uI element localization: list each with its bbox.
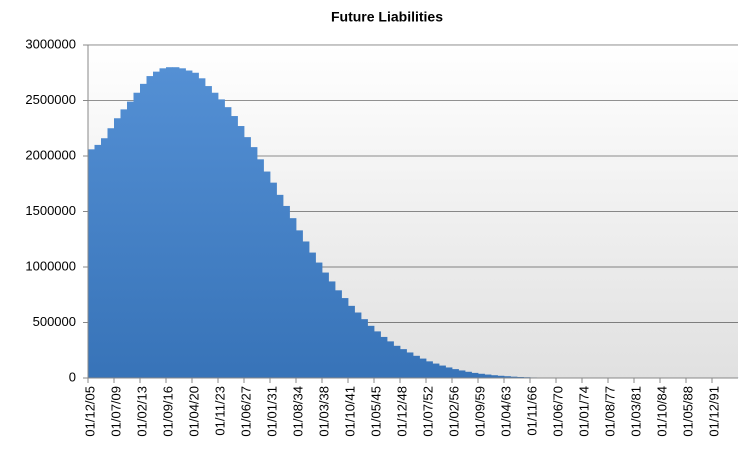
bar: [354, 312, 362, 378]
bar: [172, 67, 180, 378]
x-tick-label: 01/12/91: [707, 386, 722, 437]
bar: [400, 349, 407, 378]
bar: [179, 68, 186, 378]
bar: [146, 76, 154, 378]
bar: [426, 361, 433, 378]
x-tick-label: 01/03/38: [317, 386, 332, 437]
bar: [244, 137, 251, 378]
bar: [107, 128, 115, 378]
bar: [361, 319, 368, 378]
x-tick-label: 01/11/23: [213, 386, 228, 436]
x-tick-label: 01/06/70: [551, 386, 566, 437]
bar: [276, 194, 284, 378]
bar: [302, 241, 310, 378]
y-tick-label: 1000000: [25, 258, 76, 273]
x-tick-label: 01/03/81: [629, 386, 644, 437]
y-tick-label: 2500000: [25, 92, 76, 107]
bar: [478, 373, 485, 378]
bar: [211, 92, 219, 378]
y-tick-label: 0: [69, 369, 76, 384]
x-tick-label: 01/07/52: [421, 386, 436, 437]
bar: [153, 71, 160, 378]
bar: [471, 372, 479, 378]
x-tick-label: 01/02/13: [135, 386, 150, 437]
bar: [341, 298, 349, 378]
bar: [452, 369, 459, 378]
x-tick-label: 01/10/84: [655, 386, 670, 437]
bar: [465, 371, 472, 378]
bar: [322, 272, 329, 378]
bar: [289, 218, 297, 378]
bar: [283, 205, 290, 378]
y-tick-label: 1500000: [25, 203, 76, 218]
x-tick-label: 01/09/16: [161, 386, 176, 437]
bar: [257, 159, 264, 378]
bar: [237, 126, 245, 378]
bar: [231, 116, 238, 378]
chart-title: Future Liabilities: [331, 9, 443, 25]
bar: [445, 367, 453, 378]
bar: [432, 363, 440, 378]
bar: [380, 336, 388, 378]
bar: [159, 68, 167, 378]
x-tick-label: 01/12/05: [83, 386, 98, 437]
x-tick-label: 01/01/74: [577, 386, 592, 437]
bar: [140, 83, 147, 378]
bar: [166, 67, 173, 378]
bar: [413, 355, 420, 378]
bar: [250, 147, 258, 378]
y-tick-label: 500000: [33, 314, 76, 329]
x-tick-label: 01/08/77: [603, 386, 618, 437]
bar: [406, 352, 414, 378]
bar: [387, 341, 394, 378]
bar: [185, 70, 193, 378]
bar: [315, 262, 323, 378]
bar: [120, 109, 128, 378]
bar: [192, 72, 199, 378]
x-tick-label: 01/09/59: [473, 386, 488, 437]
bar: [367, 325, 375, 378]
bar: [374, 331, 381, 378]
bar: [218, 99, 225, 378]
bar: [88, 149, 95, 378]
x-tick-label: 01/04/63: [499, 386, 514, 437]
x-tick-label: 01/11/66: [525, 386, 540, 436]
bar: [270, 182, 277, 378]
bar: [198, 78, 206, 379]
bar: [101, 138, 108, 378]
bar: [205, 86, 212, 378]
x-tick-label: 01/05/88: [681, 386, 696, 437]
bar: [335, 290, 342, 378]
bar: [309, 252, 316, 378]
bar: [133, 92, 141, 378]
y-tick-label: 2000000: [25, 147, 76, 162]
bar: [127, 101, 134, 379]
x-tick-label: 01/02/56: [447, 386, 462, 437]
bar: [393, 345, 401, 378]
x-tick-label: 01/04/20: [187, 386, 202, 437]
bar: [94, 144, 102, 378]
bar: [419, 358, 427, 378]
x-tick-label: 01/05/45: [369, 386, 384, 437]
bar: [484, 374, 492, 378]
x-tick-label: 01/01/31: [265, 386, 280, 437]
x-tick-label: 01/07/09: [109, 386, 124, 437]
y-tick-label: 3000000: [25, 36, 76, 51]
bar: [328, 281, 336, 378]
x-tick-label: 01/06/27: [239, 386, 254, 437]
bar: [348, 305, 355, 378]
bar: [114, 118, 121, 378]
bar: [224, 107, 232, 378]
bar: [439, 365, 446, 378]
x-tick-label: 01/12/48: [395, 386, 410, 437]
bar: [263, 171, 271, 378]
bar: [296, 230, 303, 378]
x-tick-label: 01/10/41: [343, 386, 358, 437]
x-tick-label: 01/08/34: [291, 386, 306, 437]
bar: [458, 370, 466, 378]
